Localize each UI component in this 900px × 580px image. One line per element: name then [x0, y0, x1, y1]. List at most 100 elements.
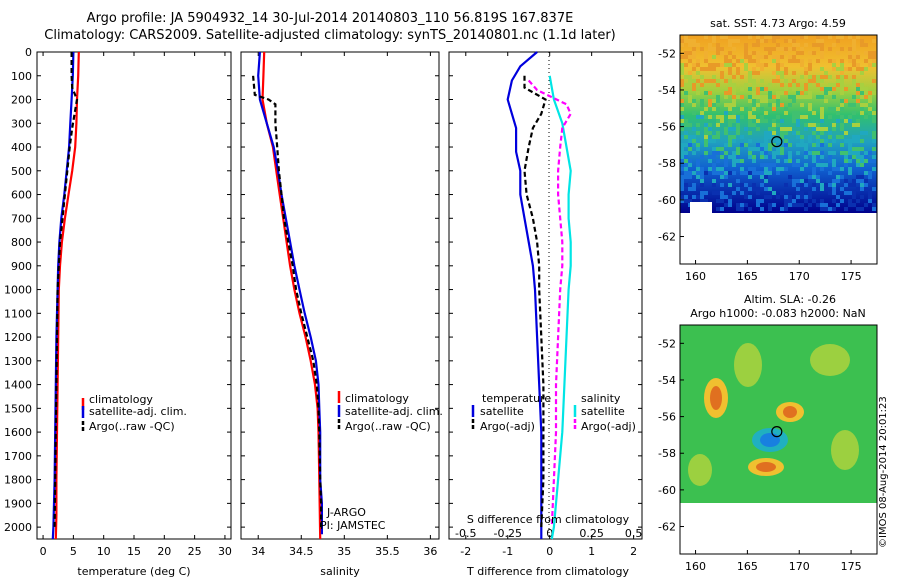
sst-cell — [836, 135, 840, 139]
sst-cell — [828, 83, 832, 87]
sst-cell — [848, 67, 852, 71]
sst-cell — [700, 115, 704, 119]
y-tick-label: 1900 — [4, 497, 32, 510]
sst-cell — [748, 79, 752, 83]
sst-cell — [692, 87, 696, 91]
sst-cell — [828, 207, 832, 211]
y-tick-label: 300 — [11, 117, 32, 130]
sst-cell — [840, 107, 844, 111]
sst-cell — [760, 95, 764, 99]
sst-cell — [768, 203, 772, 207]
sst-cell — [780, 167, 784, 171]
sst-cell — [732, 155, 736, 159]
sst-cell — [816, 139, 820, 143]
sst-cell — [772, 47, 776, 51]
x-tick-label: 35 — [337, 545, 351, 558]
sst-cell — [776, 167, 780, 171]
sst-cell — [784, 47, 788, 51]
sst-cell — [792, 79, 796, 83]
sst-cell — [744, 83, 748, 87]
sst-cell — [692, 183, 696, 187]
sst-cell — [760, 151, 764, 155]
sst-cell — [796, 95, 800, 99]
sst-cell — [820, 155, 824, 159]
sst-cell — [852, 43, 856, 47]
sst-cell — [688, 187, 692, 191]
sst-cell — [708, 43, 712, 47]
sst-cell — [744, 55, 748, 59]
sst-cell — [680, 111, 684, 115]
x-tick-label: 35.5 — [375, 545, 400, 558]
sst-cell — [724, 151, 728, 155]
sst-cell — [824, 183, 828, 187]
sst-cell — [760, 63, 764, 67]
sst-cell — [844, 207, 848, 211]
sst-cell — [848, 151, 852, 155]
y-tick-label: 800 — [11, 236, 32, 249]
sst-cell — [764, 111, 768, 115]
sst-cell — [748, 99, 752, 103]
sst-cell — [848, 183, 852, 187]
sst-cell — [792, 163, 796, 167]
sst-cell — [724, 195, 728, 199]
sst-cell — [760, 119, 764, 123]
sst-cell — [840, 87, 844, 91]
sst-cell — [852, 135, 856, 139]
sst-cell — [732, 95, 736, 99]
sst-cell — [772, 203, 776, 207]
sst-cell — [808, 91, 812, 95]
sst-cell — [784, 183, 788, 187]
sst-cell — [724, 203, 728, 207]
sst-cell — [752, 67, 756, 71]
sst-cell — [812, 187, 816, 191]
sst-cell — [764, 131, 768, 135]
sst-cell — [860, 95, 864, 99]
sst-cell — [680, 183, 684, 187]
sst-cell — [692, 103, 696, 107]
argo-location-marker — [771, 426, 783, 438]
sst-cell — [784, 203, 788, 207]
sst-cell — [812, 123, 816, 127]
sst-cell — [816, 151, 820, 155]
sst-cell — [864, 51, 868, 55]
sst-cell — [720, 171, 724, 175]
sst-cell — [844, 191, 848, 195]
sst-cell — [768, 207, 772, 211]
y-tick-label: 600 — [11, 189, 32, 202]
sst-cell — [820, 39, 824, 43]
lat-tick-label: -56 — [658, 411, 676, 424]
sst-cell — [704, 79, 708, 83]
sst-cell — [816, 123, 820, 127]
sst-cell — [704, 139, 708, 143]
sst-cell — [796, 91, 800, 95]
sla-map-panel: Altim. SLA: -0.26 Argo h1000: -0.083 h20… — [658, 293, 878, 573]
sst-cell — [816, 43, 820, 47]
sst-cell — [736, 159, 740, 163]
sst-cell — [792, 119, 796, 123]
sst-cell — [792, 159, 796, 163]
temperature-difference-x-label: T difference from climatology — [466, 565, 629, 578]
sst-cell — [780, 91, 784, 95]
salinity-profile-panel: 34 34.5 35 35.5 36 climatology satellite-adj… — [240, 51, 443, 578]
lat-tick-label: -54 — [658, 84, 676, 97]
sst-cell — [852, 183, 856, 187]
sst-cell — [820, 79, 824, 83]
sst-cell — [868, 171, 872, 175]
sst-cell — [788, 159, 792, 163]
sst-cell — [760, 115, 764, 119]
sst-cell — [708, 123, 712, 127]
sst-cell — [716, 199, 720, 203]
sst-cell — [828, 35, 832, 39]
sst-cell — [712, 115, 716, 119]
sst-cell — [764, 151, 768, 155]
x-tick-label: 20 — [157, 545, 171, 558]
sst-cell — [848, 139, 852, 143]
sst-cell — [740, 59, 744, 63]
sst-cell — [832, 199, 836, 203]
sst-cell — [740, 95, 744, 99]
sst-cell — [848, 199, 852, 203]
sst-cell — [808, 139, 812, 143]
sst-cell — [764, 95, 768, 99]
sst-cell — [760, 175, 764, 179]
sst-cell — [760, 199, 764, 203]
